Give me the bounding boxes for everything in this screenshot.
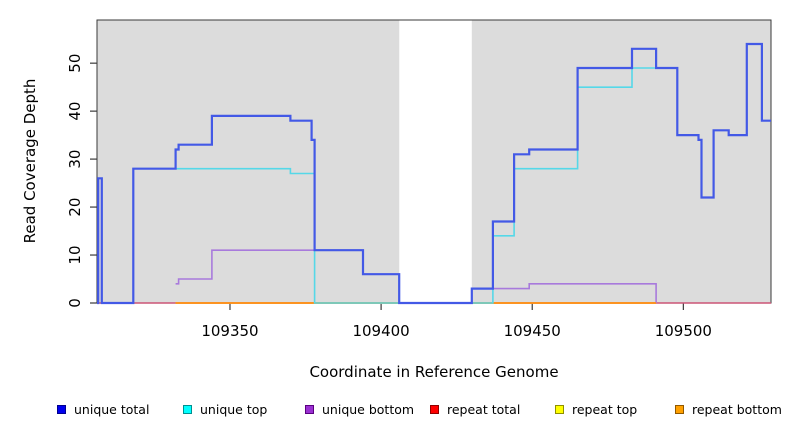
- legend-label: unique bottom: [322, 401, 415, 417]
- legend-label: repeat total: [447, 401, 521, 417]
- x-axis-title: Coordinate in Reference Genome: [309, 363, 559, 381]
- y-tick-label: 50: [66, 54, 84, 73]
- legend-item-unique-top: unique top: [183, 401, 267, 417]
- x-tick-label: 109350: [201, 322, 258, 340]
- legend-swatch-icon: [183, 404, 192, 414]
- legend-swatch-icon: [57, 404, 66, 414]
- y-tick-label: 20: [66, 198, 84, 217]
- legend-label: repeat top: [572, 401, 638, 417]
- legend-item-unique-total: unique total: [57, 401, 149, 417]
- legend: unique total unique top unique bottom repea…: [0, 401, 792, 421]
- y-tick-label: 0: [66, 298, 84, 308]
- series-line-unique-top: [133, 67, 657, 304]
- legend-swatch-icon: [430, 404, 439, 414]
- x-tick-label: 109450: [504, 322, 561, 340]
- legend-item-repeat-bottom: repeat bottom: [675, 401, 782, 417]
- series-line-unique-total: [97, 42, 771, 305]
- legend-label: unique top: [200, 401, 268, 417]
- legend-label: repeat bottom: [692, 401, 782, 417]
- legend-label: unique total: [74, 401, 150, 417]
- y-axis-title: Read Coverage Depth: [21, 78, 39, 244]
- x-tick-label: 109500: [655, 322, 712, 340]
- legend-swatch-icon: [305, 404, 314, 414]
- x-tick-label: 109400: [352, 322, 409, 340]
- legend-item-repeat-total: repeat total: [430, 401, 520, 417]
- legend-swatch-icon: [675, 404, 684, 414]
- y-tick-label: 10: [66, 245, 84, 264]
- legend-swatch-icon: [555, 404, 564, 414]
- legend-item-unique-bottom: unique bottom: [305, 401, 414, 417]
- y-tick-label: 30: [66, 150, 84, 169]
- y-tick-label: 40: [66, 102, 84, 121]
- no-coverage-band: [399, 20, 472, 303]
- legend-item-repeat-top: repeat top: [555, 401, 637, 417]
